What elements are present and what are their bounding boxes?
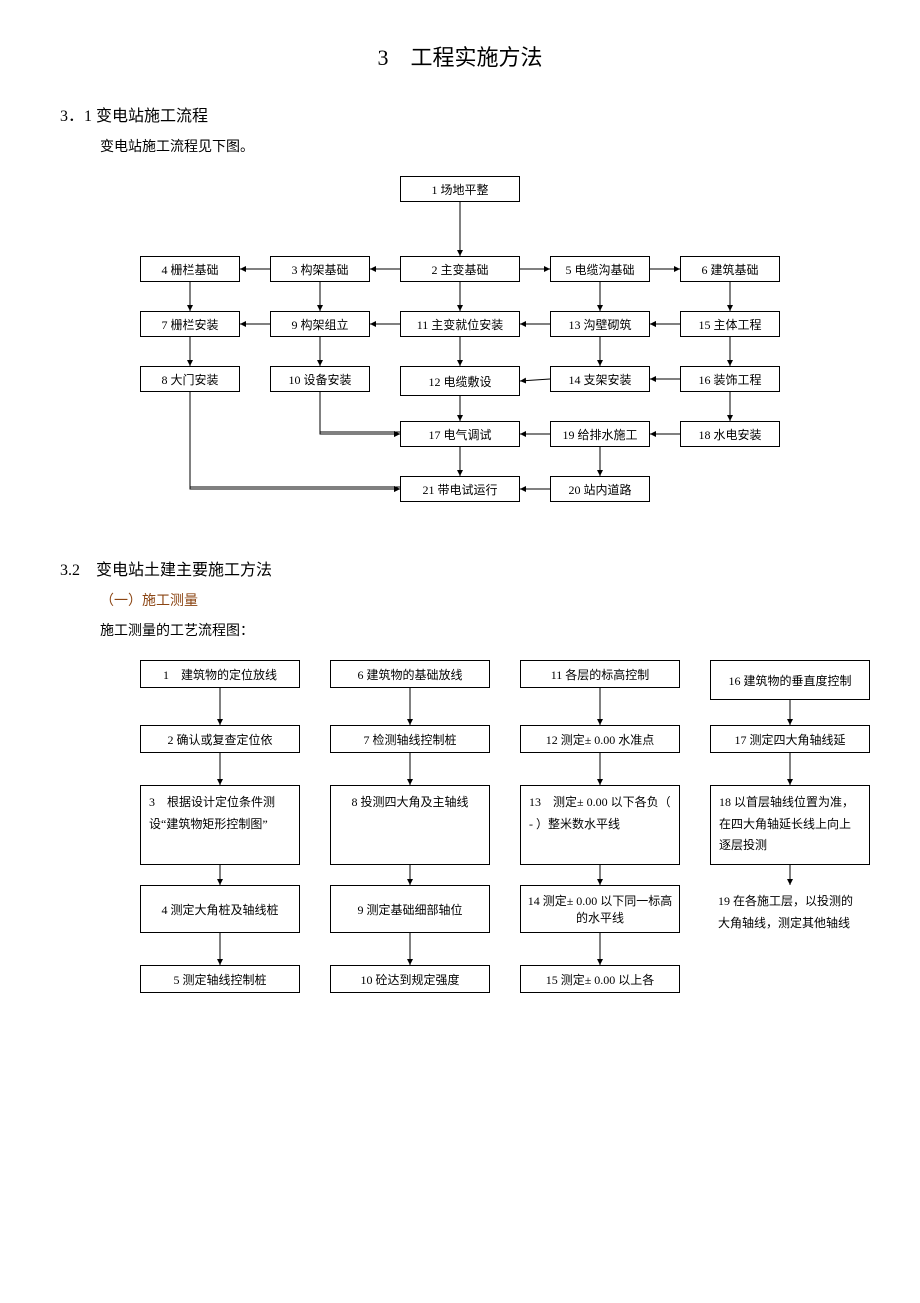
flow-node: 12 测定± 0.00 水准点 (520, 725, 680, 753)
flow-node: 6 建筑基础 (680, 256, 780, 282)
flow-node: 2 主变基础 (400, 256, 520, 282)
flow-header: 1 建筑物的定位放线 (140, 660, 300, 688)
flow-node: 4 测定大角桩及轴线桩 (140, 885, 300, 933)
flow-header: 16 建筑物的垂直度控制 (710, 660, 870, 700)
flow-node: 10 设备安装 (270, 366, 370, 392)
flow-node: 18 水电安装 (680, 421, 780, 447)
flow-node: 7 检测轴线控制桩 (330, 725, 490, 753)
flow-node: 18 以首层轴线位置为准，在四大角轴延长线上向上逐层投测 (710, 785, 870, 865)
flow-header: 6 建筑物的基础放线 (330, 660, 490, 688)
flow-node: 9 构架组立 (270, 311, 370, 337)
flow-node: 20 站内道路 (550, 476, 650, 502)
section-3-2-heading: 3.2 变电站土建主要施工方法 (60, 556, 860, 580)
flow-node: 17 电气调试 (400, 421, 520, 447)
flow-node: 15 主体工程 (680, 311, 780, 337)
flow-node: 12 电缆敷设 (400, 366, 520, 396)
section-3-2-sub: （一）施工测量 (100, 590, 860, 610)
section-3-2-intro: 施工测量的工艺流程图： (100, 620, 860, 640)
flow-node: 9 测定基础细部轴位 (330, 885, 490, 933)
flow-node: 19 给排水施工 (550, 421, 650, 447)
flow-node: 19 在各施工层，以投测的大角轴线，测定其他轴线 (710, 885, 870, 957)
flow-node: 21 带电试运行 (400, 476, 520, 502)
flow-node: 1 场地平整 (400, 176, 520, 202)
flow-node: 8 投测四大角及主轴线 (330, 785, 490, 865)
flow-node: 13 测定± 0.00 以下各负（ - ）整米数水平线 (520, 785, 680, 865)
flow-node: 17 测定四大角轴线延 (710, 725, 870, 753)
flow-node: 11 主变就位安装 (400, 311, 520, 337)
flow-node: 5 电缆沟基础 (550, 256, 650, 282)
flow-node: 14 支架安装 (550, 366, 650, 392)
section-3-1-intro: 变电站施工流程见下图。 (100, 136, 860, 156)
flow-node: 3 根据设计定位条件测设“建筑物矩形控制图” (140, 785, 300, 865)
flow-node: 15 测定± 0.00 以上各 (520, 965, 680, 993)
flowchart-1: 1 场地平整 2 主变基础 3 构架基础 4 栅栏基础 5 电缆沟基础 6 建筑基础 7 栅… (100, 176, 820, 516)
flow-node: 13 沟壁砌筑 (550, 311, 650, 337)
flow-node: 16 装饰工程 (680, 366, 780, 392)
flow-node: 7 栅栏安装 (140, 311, 240, 337)
flow-node: 2 确认或复查定位依 (140, 725, 300, 753)
flow-node: 5 测定轴线控制桩 (140, 965, 300, 993)
flow-header: 11 各层的标高控制 (520, 660, 680, 688)
section-3-1-heading: 3．1 变电站施工流程 (60, 102, 860, 126)
page-title: 3 工程实施方法 (60, 40, 860, 72)
flow-node: 4 栅栏基础 (140, 256, 240, 282)
flowchart-2: 1 建筑物的定位放线 2 确认或复查定位依 3 根据设计定位条件测设“建筑物矩形控制… (80, 660, 840, 1040)
flow-node: 10 砼达到规定强度 (330, 965, 490, 993)
flow-node: 14 测定± 0.00 以下同一标高的水平线 (520, 885, 680, 933)
flow-node: 3 构架基础 (270, 256, 370, 282)
flow-node: 8 大门安装 (140, 366, 240, 392)
